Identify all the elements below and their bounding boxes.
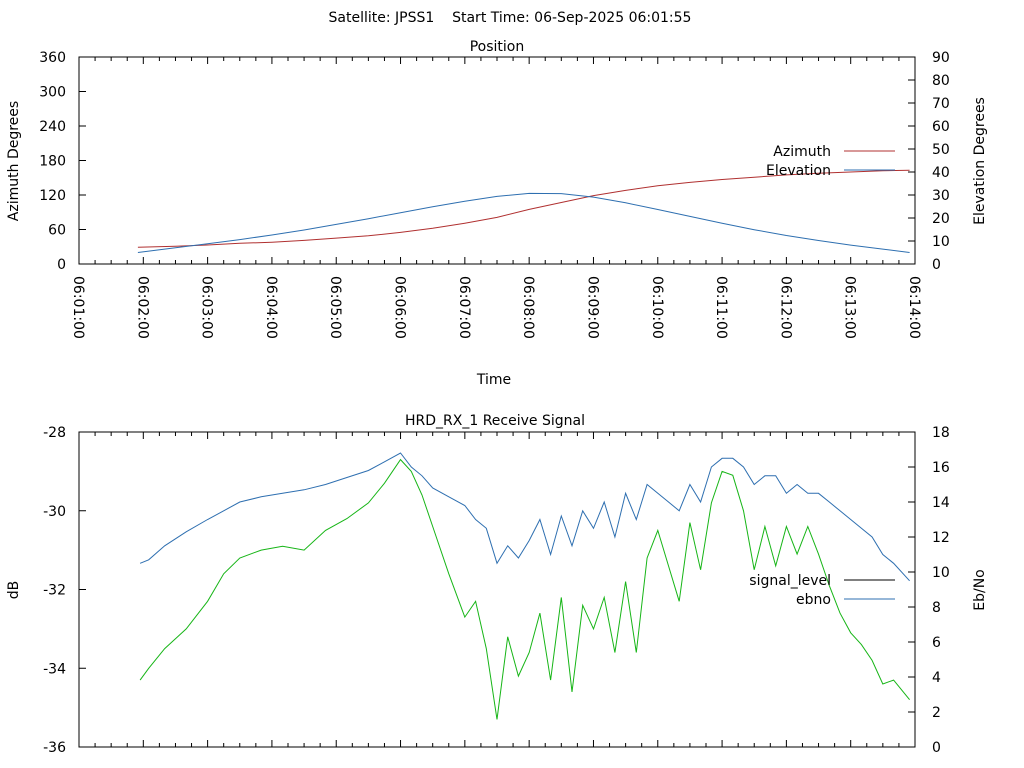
x-tick-label: 06:07:00 (456, 276, 472, 339)
x-tick-label: 06:13:00 (842, 276, 858, 339)
position-plot-frame (78, 56, 916, 265)
series-line-azimuth (137, 169, 910, 248)
receive-signal-chart: HRD_RX_1 Receive Signal dB Eb/No -36 -34 -… (6, 413, 988, 756)
y2-tick-label: 4 (932, 670, 941, 686)
y2-tick-label: 16 (932, 460, 950, 476)
y-tick-label: 60 (48, 223, 66, 239)
x-tick-label: 06:10:00 (649, 276, 665, 339)
position-xlabel: Time (476, 372, 511, 388)
receive-signal-ylabel: dB (6, 581, 22, 600)
y2-tick-label: 10 (932, 234, 950, 250)
legend-label: signal_level (749, 573, 831, 589)
position-ylabel: Azimuth Degrees (6, 101, 22, 221)
x-tick-label: 06:05:00 (327, 276, 343, 339)
y-tick-label: 240 (39, 119, 66, 135)
x-tick-label: 06:06:00 (392, 276, 408, 339)
x-tick-label: 06:12:00 (777, 276, 793, 339)
y2-tick-label: 50 (932, 142, 950, 158)
x-tick-label: 06:14:00 (906, 276, 922, 339)
y2-tick-label: 18 (932, 425, 950, 441)
y2-tick-label: 0 (932, 740, 941, 756)
y2-tick-label: 0 (932, 257, 941, 273)
x-tick-label: 06:09:00 (584, 276, 600, 339)
receive-signal-plot-frame (78, 431, 916, 748)
y2-tick-label: 14 (932, 495, 950, 511)
y-tick-label: 180 (39, 154, 66, 170)
series-line-ebno (139, 452, 910, 582)
y2-tick-label: 8 (932, 600, 941, 616)
y-tick-label: 0 (57, 257, 66, 273)
y-tick-label: -30 (43, 504, 66, 520)
y-tick-label: 300 (39, 85, 66, 101)
y-tick-label: 360 (39, 50, 66, 66)
series-line-elevation (137, 192, 910, 253)
x-tick-label: 06:02:00 (134, 276, 150, 339)
y-tick-label: -36 (43, 740, 66, 756)
x-tick-label: 06:03:00 (199, 276, 215, 339)
y2-tick-label: 30 (932, 188, 950, 204)
y2-tick-label: 80 (932, 73, 950, 89)
y-tick-label: -34 (43, 661, 66, 677)
receive-signal-y2label: Eb/No (972, 569, 988, 611)
page-title: Satellite: JPSS1 Start Time: 06-Sep-2025… (329, 10, 692, 26)
x-tick-label: 06:01:00 (70, 276, 86, 339)
y2-tick-label: 60 (932, 119, 950, 135)
y2-tick-label: 10 (932, 565, 950, 581)
y-tick-label: -32 (43, 583, 66, 599)
position-chart: Position Azimuth Degrees Elevation Degre… (6, 39, 988, 388)
y2-tick-label: 6 (932, 635, 941, 651)
legend-label: ebno (796, 592, 831, 608)
y-tick-label: 120 (39, 188, 66, 204)
position-legend: Azimuth Elevation (766, 144, 895, 179)
legend-label: Azimuth (773, 144, 831, 160)
y-tick-label: -28 (43, 425, 66, 441)
y2-tick-label: 20 (932, 211, 950, 227)
legend-label: Elevation (766, 163, 831, 179)
y2-tick-label: 70 (932, 96, 950, 112)
position-chart-title: Position (470, 39, 525, 55)
series-line-signal_level (139, 458, 910, 720)
y2-tick-label: 40 (932, 165, 950, 181)
y2-tick-label: 2 (932, 705, 941, 721)
y2-tick-label: 90 (932, 50, 950, 66)
y2-tick-label: 12 (932, 530, 950, 546)
x-tick-label: 06:08:00 (520, 276, 536, 339)
x-tick-label: 06:04:00 (263, 276, 279, 339)
receive-signal-chart-title: HRD_RX_1 Receive Signal (405, 413, 585, 429)
position-y2label: Elevation Degrees (972, 97, 988, 225)
x-tick-label: 06:11:00 (713, 276, 729, 339)
